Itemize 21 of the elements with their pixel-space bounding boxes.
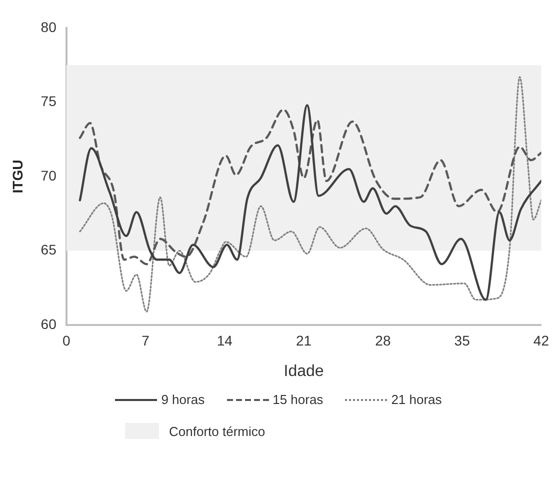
y-tick-label: 70 bbox=[40, 167, 57, 184]
legend-label: Conforto térmico bbox=[169, 424, 266, 438]
y-tick-label: 60 bbox=[40, 316, 57, 332]
y-tick-label: 75 bbox=[40, 93, 57, 110]
x-tick-label: 21 bbox=[296, 332, 312, 348]
legend-label: 21 horas bbox=[391, 392, 442, 407]
y-axis-title: ITGU bbox=[9, 160, 26, 194]
x-tick-label: 28 bbox=[375, 332, 391, 348]
x-tick-label: 7 bbox=[142, 332, 150, 348]
x-tick-label: 0 bbox=[62, 332, 70, 348]
y-tick-label: 80 bbox=[40, 18, 57, 35]
y-tick-label: 65 bbox=[40, 242, 57, 258]
line-series bbox=[78, 104, 542, 301]
legend-label: 9 horas bbox=[161, 392, 205, 407]
line-series bbox=[79, 76, 542, 312]
x-tick-label: 35 bbox=[454, 332, 470, 348]
line-series bbox=[78, 108, 542, 266]
x-axis-title: Idade bbox=[284, 362, 324, 380]
x-tick-label: 14 bbox=[216, 332, 233, 348]
x-tick-label: 42 bbox=[533, 332, 550, 348]
legend-label: 15 horas bbox=[272, 392, 324, 407]
